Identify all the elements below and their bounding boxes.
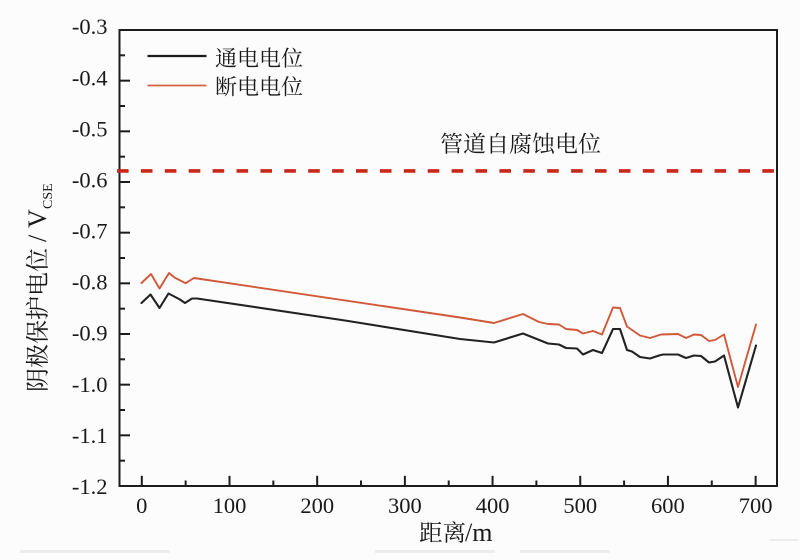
svg-text:-1.0: -1.0 bbox=[72, 372, 108, 397]
svg-text:100: 100 bbox=[213, 493, 247, 518]
svg-text:-0.6: -0.6 bbox=[72, 168, 108, 193]
svg-text:-0.9: -0.9 bbox=[72, 321, 108, 346]
svg-text:CSE: CSE bbox=[41, 183, 56, 209]
svg-text:200: 200 bbox=[300, 493, 334, 518]
svg-text:500: 500 bbox=[563, 493, 597, 518]
svg-text:-0.8: -0.8 bbox=[72, 270, 108, 295]
svg-text:-0.4: -0.4 bbox=[72, 65, 108, 90]
svg-text:300: 300 bbox=[388, 493, 422, 518]
svg-text:V: V bbox=[23, 209, 52, 228]
svg-text:400: 400 bbox=[476, 493, 510, 518]
svg-text:-0.3: -0.3 bbox=[72, 14, 108, 39]
svg-text:0: 0 bbox=[136, 493, 147, 518]
svg-text:600: 600 bbox=[651, 493, 685, 518]
svg-text:/m: /m bbox=[465, 518, 492, 547]
svg-text:/: / bbox=[23, 234, 52, 242]
svg-text:-0.7: -0.7 bbox=[72, 219, 108, 244]
svg-text:-0.5: -0.5 bbox=[72, 116, 108, 141]
svg-text:700: 700 bbox=[739, 493, 773, 518]
svg-text:-1.1: -1.1 bbox=[72, 423, 108, 448]
svg-text:-1.2: -1.2 bbox=[72, 474, 108, 499]
